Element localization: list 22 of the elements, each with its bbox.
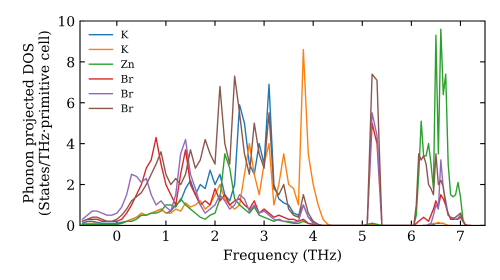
y-tick-label: 0 [67, 220, 74, 231]
x-tick-label: 2 [212, 230, 218, 241]
y-tick-label: 4 [66, 138, 74, 149]
legend-label: Br [121, 90, 134, 98]
y-tick-label: 8 [67, 56, 74, 68]
legend-label: Br [121, 104, 134, 112]
x-tick-label: 7 [457, 230, 464, 241]
y-tick-label: 2 [67, 179, 74, 190]
x-tick-label: 5 [359, 230, 366, 242]
legend-label: K [121, 30, 129, 38]
y-axis-title: Phonon projected DOS (States/THz·primitive cell) [22, 31, 52, 216]
x-tick-label: 1 [163, 230, 168, 241]
x-tick-label: 4 [309, 230, 317, 241]
y-tick-label: 6 [67, 98, 74, 108]
legend-label: K [121, 45, 129, 54]
legend-label: Zn [121, 60, 134, 68]
x-tick-label: 0 [113, 230, 120, 242]
y-tick-label: 10 [59, 16, 74, 26]
x-tick-label: 3 [260, 230, 268, 242]
x-axis-title: Frequency (THz) [224, 249, 341, 263]
legend-label: Br [121, 75, 134, 83]
x-tick-label: 6 [408, 230, 415, 242]
